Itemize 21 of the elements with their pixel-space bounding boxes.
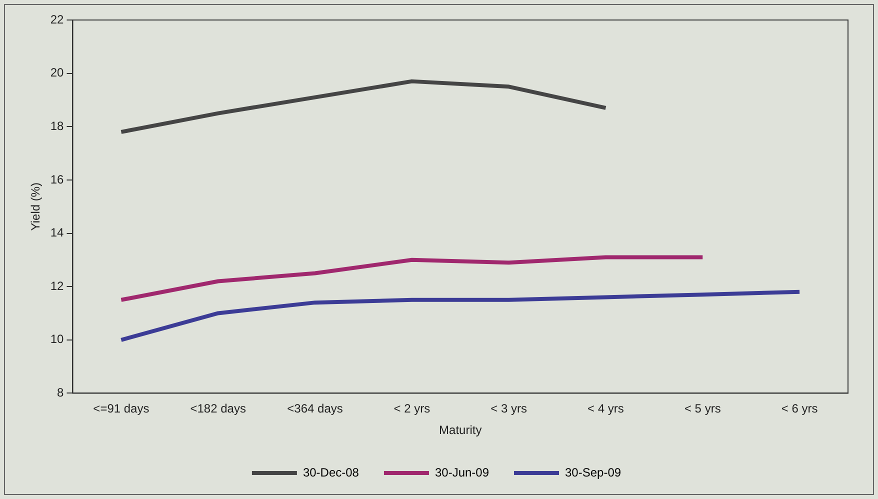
x-tick-label: < 4 yrs bbox=[588, 402, 624, 416]
y-tick-label: 10 bbox=[50, 332, 64, 346]
y-tick-label: 12 bbox=[50, 278, 64, 293]
y-axis-title: Yield (%) bbox=[28, 182, 43, 231]
legend-label: 30-Jun-09 bbox=[434, 465, 490, 480]
x-tick-label: < 3 yrs bbox=[490, 402, 528, 416]
x-tick-label: < 6 yrs bbox=[781, 402, 818, 416]
legend-label: 30-Dec-08 bbox=[302, 465, 360, 480]
y-tick-label: 16 bbox=[50, 172, 64, 186]
x-tick-label: < 5 yrs bbox=[684, 402, 721, 416]
x-tick-label: < 2 yrs bbox=[394, 402, 430, 416]
y-tick-label: 14 bbox=[50, 226, 64, 240]
x-tick-label: <364 days bbox=[287, 402, 343, 416]
x-tick-label: <=91 days bbox=[93, 402, 150, 416]
x-tick-label: <182 days bbox=[190, 402, 246, 416]
y-tick-label: 8 bbox=[57, 386, 64, 400]
y-tick-label: 20 bbox=[50, 66, 64, 80]
y-tick-label: 22 bbox=[50, 12, 64, 26]
x-axis-title: Maturity bbox=[439, 423, 482, 438]
y-tick-label: 18 bbox=[50, 118, 64, 133]
legend-label: 30-Sep-09 bbox=[565, 465, 622, 480]
